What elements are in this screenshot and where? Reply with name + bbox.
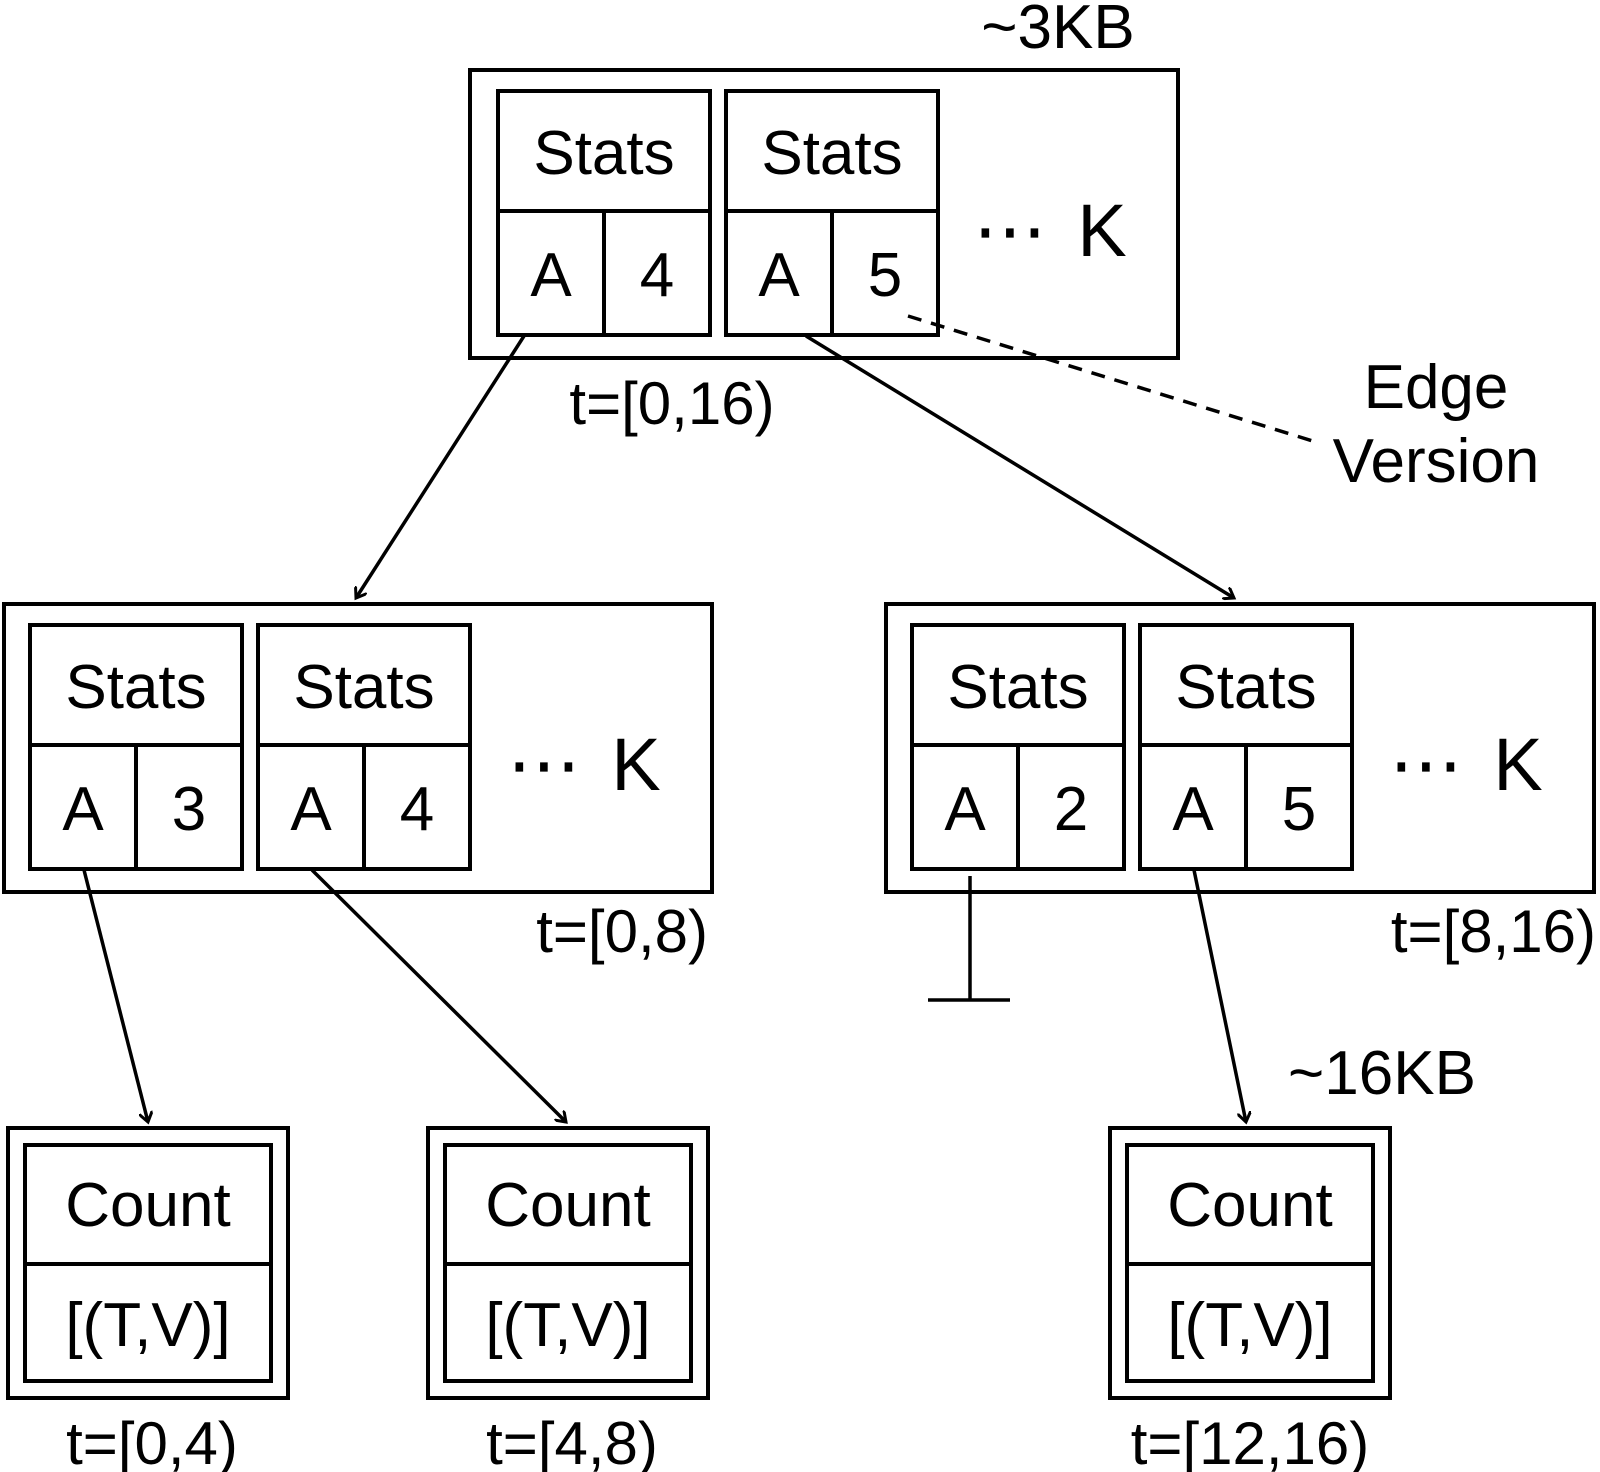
null-pointer-symbol xyxy=(928,876,1010,1000)
leaf-2-time-range: t=[4,8) xyxy=(486,1410,658,1472)
arrow-mid-right-to-leaf-3 xyxy=(1194,870,1246,1122)
leaf-3-title: Count xyxy=(1167,1171,1332,1240)
leaf-1-content: [(T,V)] xyxy=(65,1291,230,1360)
leaf-node-2: Count [(T,V)] t=[4,8) xyxy=(428,1128,708,1472)
arrow-root-to-mid-right xyxy=(806,336,1234,598)
mid-right-stats-key-2: A xyxy=(1172,775,1214,844)
mid-left-stats-title-1: Stats xyxy=(65,653,206,722)
root-stats-key-1: A xyxy=(530,241,572,310)
mid-left-stats-cell-2: Stats A 4 xyxy=(258,625,470,869)
root-stats-cell-1: Stats A 4 xyxy=(498,91,710,335)
leaf-3-time-range: t=[12,16) xyxy=(1131,1410,1370,1472)
edge-version-label-line1: Edge xyxy=(1364,353,1509,422)
root-stats-cell-2: Stats A 5 xyxy=(726,91,938,335)
mid-left-stats-title-2: Stats xyxy=(293,653,434,722)
mid-left-stats-value-2: 4 xyxy=(400,775,434,844)
arrow-root-to-mid-left xyxy=(356,336,524,598)
root-stats-value-2: 5 xyxy=(868,241,902,310)
leaf-node-3: Count [(T,V)] t=[12,16) xyxy=(1110,1128,1390,1472)
mid-left-k-label: K xyxy=(611,723,660,806)
mid-right-stats-value-2: 5 xyxy=(1282,775,1316,844)
root-k-label: K xyxy=(1077,189,1126,272)
leaf-3-content: [(T,V)] xyxy=(1167,1291,1332,1360)
leaf-1-time-range: t=[0,4) xyxy=(66,1410,238,1472)
mid-right-time-range: t=[8,16) xyxy=(1391,898,1596,965)
arrow-mid-left-to-leaf-1 xyxy=(84,870,148,1122)
root-stats-title-2: Stats xyxy=(761,119,902,188)
mid-right-stats-key-1: A xyxy=(944,775,986,844)
edge-version-label-line2: Version xyxy=(1333,427,1540,496)
mid-right-stats-title-1: Stats xyxy=(947,653,1088,722)
mid-left-time-range: t=[0,8) xyxy=(536,898,708,965)
leaf-2-title: Count xyxy=(485,1171,650,1240)
mid-right-stats-value-1: 2 xyxy=(1054,775,1088,844)
root-ellipsis: ⋯ xyxy=(973,189,1047,272)
leaf-1-title: Count xyxy=(65,1171,230,1240)
root-time-range: t=[0,16) xyxy=(569,370,774,437)
root-stats-key-2: A xyxy=(758,241,800,310)
arrow-mid-left-to-leaf-2 xyxy=(312,870,566,1122)
mid-right-stats-title-2: Stats xyxy=(1175,653,1316,722)
root-size-label: ~3KB xyxy=(981,0,1134,62)
mid-left-stats-cell-1: Stats A 3 xyxy=(30,625,242,869)
mid-left-stats-key-1: A xyxy=(62,775,104,844)
leaf-2-content: [(T,V)] xyxy=(485,1291,650,1360)
leaf-node-1: Count [(T,V)] t=[0,4) xyxy=(8,1128,288,1472)
mid-left-stats-value-1: 3 xyxy=(172,775,206,844)
mid-right-node: Stats A 2 Stats A 5 ⋯ K t=[8,16) xyxy=(886,604,1596,965)
mid-left-stats-key-2: A xyxy=(290,775,332,844)
mid-right-k-label: K xyxy=(1493,723,1542,806)
root-node: ~3KB Stats A 4 Stats A 5 ⋯ K t=[0,16) xyxy=(470,0,1178,437)
mid-left-node: Stats A 3 Stats A 4 ⋯ K t=[0,8) xyxy=(4,604,712,965)
leaf-size-label: ~16KB xyxy=(1288,1039,1476,1108)
mid-left-ellipsis: ⋯ xyxy=(507,723,581,806)
mid-right-stats-cell-1: Stats A 2 xyxy=(912,625,1124,869)
root-stats-title-1: Stats xyxy=(533,119,674,188)
mid-right-ellipsis: ⋯ xyxy=(1389,723,1463,806)
mid-right-stats-cell-2: Stats A 5 xyxy=(1140,625,1352,869)
root-stats-value-1: 4 xyxy=(640,241,674,310)
